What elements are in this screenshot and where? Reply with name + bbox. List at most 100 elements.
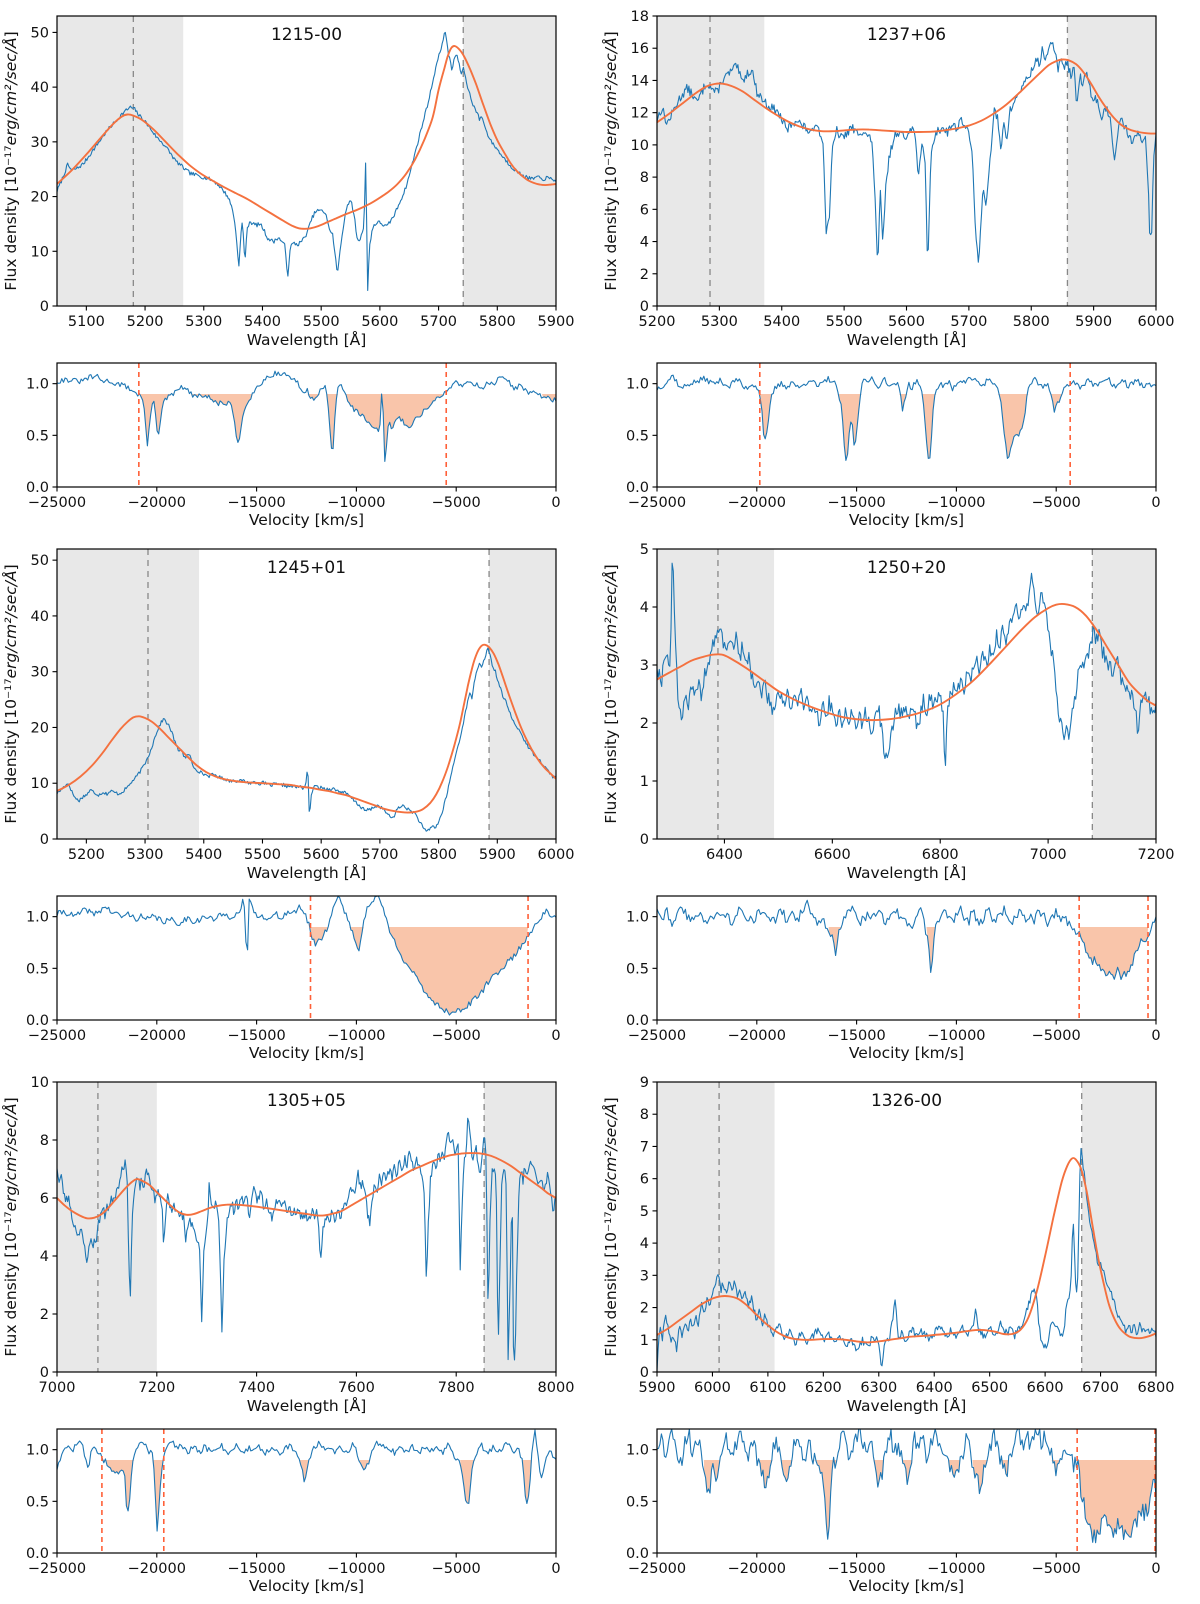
y-tick-label: 2	[640, 1301, 649, 1317]
x-tick-label: 5600	[888, 314, 925, 330]
x-axis-label: Wavelength [Å]	[847, 863, 967, 882]
x-axis-label: Wavelength [Å]	[847, 1396, 967, 1415]
y-axis-label: Flux density [10⁻¹⁷erg/cm²/sec/Å]	[1, 1097, 20, 1356]
y-axis-label: Flux density [10⁻¹⁷erg/cm²/sec/Å]	[1, 31, 20, 290]
y-tick-label: 7	[640, 1139, 649, 1155]
panel-1215-00-velocity: −25000 −20000 −15000 −10000 −5000 0 0.0 0.5 1.0 V…	[0, 357, 600, 529]
x-tick-label: 5900	[639, 1380, 676, 1396]
x-tick-label: −15000	[227, 1028, 285, 1044]
y-tick-label: 16	[631, 41, 649, 57]
y-tick-label: 1.0	[626, 910, 649, 926]
x-tick-label: −20000	[728, 1028, 786, 1044]
y-tick-label: 2	[640, 267, 649, 283]
x-tick-label: 5200	[127, 314, 164, 330]
x-tick-label: −20000	[728, 1561, 786, 1577]
x-tick-label: −25000	[28, 1028, 86, 1044]
y-tick-label: 1.0	[26, 910, 49, 926]
x-tick-label: 5500	[244, 847, 281, 863]
absorption-fill	[520, 1460, 536, 1504]
panel-title: 1215-00	[271, 25, 342, 45]
y-tick-label: 6	[40, 1191, 49, 1207]
x-tick-label: 5700	[950, 314, 987, 330]
panel-1245-01-flux: 5200 5300 5400 5500 5600 5700 5800 5900 6000 0 10 2…	[0, 537, 600, 882]
axes-frame	[56, 548, 557, 840]
y-tick-label: 3	[640, 1268, 649, 1284]
flux-plot-svg-1250-20: 6400 6600 6800 7000 7200 0 1 2 3 4 5 Wavelength [Å]…	[601, 542, 1175, 882]
absorption-fill	[460, 1460, 477, 1504]
panel-1250-20-velocity: −25000 −20000 −15000 −10000 −5000 0 0.0 0.5 1.0 V…	[600, 890, 1200, 1062]
y-tick-label: 2	[40, 1307, 49, 1323]
absorption-fill	[358, 1460, 371, 1470]
x-tick-label: 0	[551, 495, 560, 511]
x-tick-label: −20000	[128, 1028, 186, 1044]
plot-area	[657, 549, 1156, 839]
panel-1305-05-flux: 7000 7200 7400 7600 7800 8000 0 2 4 6 8 10 Wavelengt…	[0, 1070, 600, 1415]
absorption-fill	[812, 1460, 837, 1540]
x-tick-label: −25000	[628, 1028, 686, 1044]
panel-1245-01-velocity: −25000 −20000 −15000 −10000 −5000 0 0.0 0.5 1.0 V…	[0, 890, 600, 1062]
panel-1326-00-flux: 5900 6000 6100 6200 6300 6400 6500 6600 6700 6800…	[600, 1070, 1200, 1415]
x-tick-label: 7200	[1138, 847, 1175, 863]
y-tick-label: 6	[640, 1172, 649, 1188]
x-tick-label: 5800	[1013, 314, 1050, 330]
y-tick-label: 0	[640, 832, 649, 848]
x-axis-label: Velocity [km/s]	[249, 1044, 364, 1062]
plot-area	[657, 1429, 1156, 1553]
y-tick-label: 30	[31, 665, 49, 681]
velocity-plot-svg-1326-00: −25000 −20000 −15000 −10000 −5000 0 0.0 0.5 1.0 V…	[626, 1428, 1161, 1595]
y-tick-label: 5	[640, 542, 649, 558]
axes-frame	[656, 548, 1157, 840]
plot-area	[657, 1082, 1156, 1372]
y-tick-label: 1	[640, 774, 649, 790]
x-tick-label: 7000	[39, 1380, 76, 1396]
x-tick-label: 5400	[763, 314, 800, 330]
y-tick-label: 0.5	[626, 428, 649, 444]
x-tick-label: −15000	[227, 1561, 285, 1577]
x-tick-label: 0	[551, 1028, 560, 1044]
absorption-fill	[972, 1460, 989, 1494]
panel-title: 1237+06	[867, 25, 946, 45]
absorption-fill	[310, 927, 529, 1015]
x-tick-label: 6300	[860, 1380, 897, 1396]
x-tick-label: 5800	[420, 847, 457, 863]
y-tick-label: 6	[640, 202, 649, 218]
y-tick-label: 0.5	[626, 961, 649, 977]
x-tick-label: −25000	[628, 1561, 686, 1577]
x-tick-label: 6400	[916, 1380, 953, 1396]
y-tick-label: 20	[31, 190, 49, 206]
x-tick-label: 5300	[701, 314, 738, 330]
x-axis-label: Velocity [km/s]	[849, 1044, 964, 1062]
masked-region	[57, 16, 184, 306]
x-tick-label: −10000	[927, 1028, 985, 1044]
velocity-plot-svg-1237-06: −25000 −20000 −15000 −10000 −5000 0 0.0 0.5 1.0 V…	[626, 362, 1161, 529]
x-tick-label: −15000	[827, 1561, 885, 1577]
x-tick-label: 0	[1151, 1028, 1160, 1044]
y-tick-label: 0.0	[26, 1546, 49, 1562]
spectrum-line	[657, 1147, 1156, 1371]
plot-area	[57, 1082, 556, 1372]
panel-1237-06-flux: 5200 5300 5400 5500 5600 5700 5800 5900 6000 0 2 4 6…	[600, 4, 1200, 349]
model-fit-line	[57, 643, 556, 814]
y-tick-label: 3	[640, 658, 649, 674]
plot-area	[57, 896, 556, 1020]
absorption-fill	[1079, 927, 1148, 980]
velocity-plot-svg-1305-05: −25000 −20000 −15000 −10000 −5000 0 0.0 0.5 1.0 V…	[26, 1428, 561, 1595]
y-tick-label: 50	[31, 25, 49, 41]
x-tick-label: 5700	[361, 847, 398, 863]
y-tick-label: 14	[631, 73, 649, 89]
x-tick-label: 6500	[971, 1380, 1008, 1396]
absorption-fill	[542, 394, 556, 402]
y-tick-label: 10	[631, 138, 649, 154]
x-tick-label: 5700	[420, 314, 457, 330]
flux-plot-svg-1305-05: 7000 7200 7400 7600 7800 8000 0 2 4 6 8 10 Wavelengt…	[1, 1075, 574, 1415]
y-tick-label: 8	[40, 1133, 49, 1149]
y-tick-label: 40	[31, 80, 49, 96]
x-tick-label: 6100	[749, 1380, 786, 1396]
y-tick-label: 0	[40, 1365, 49, 1381]
x-tick-label: −5000	[1032, 495, 1081, 511]
absorption-fill	[759, 394, 1071, 461]
model-fit-line	[657, 602, 1156, 722]
spectrum-line	[57, 1117, 556, 1361]
axes-frame	[56, 895, 557, 1021]
model-fit-line	[657, 58, 1156, 135]
